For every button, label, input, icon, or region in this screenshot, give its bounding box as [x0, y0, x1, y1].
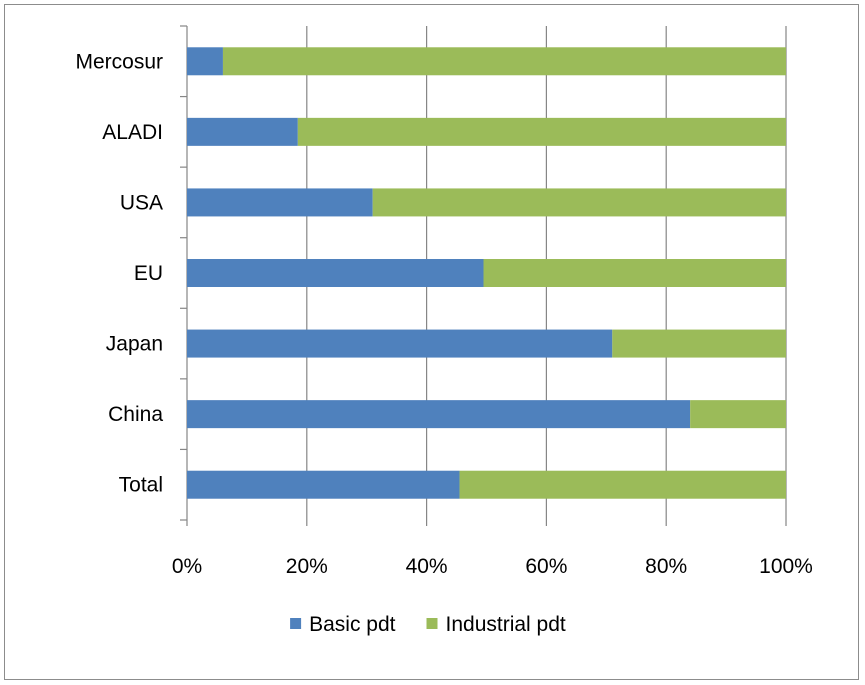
x-tick-label-20: 20% [286, 555, 328, 578]
legend-swatch-basic-pdt [290, 618, 302, 629]
category-label-mercosur: Mercosur [75, 50, 163, 73]
x-tick-label-40: 40% [406, 555, 448, 578]
legend-label-basic-pdt: Basic pdt [309, 613, 396, 636]
bar-industrial-pdt-total [459, 470, 786, 499]
bar-basic-pdt-japan [187, 329, 613, 358]
category-label-total: Total [119, 474, 163, 497]
bar-industrial-pdt-china [690, 400, 786, 429]
bar-industrial-pdt-usa [372, 188, 786, 217]
x-tick-label-0: 0% [172, 555, 202, 578]
bar-basic-pdt-china [187, 400, 691, 429]
bar-basic-pdt-mercosur [187, 47, 223, 76]
bar-basic-pdt-usa [187, 188, 373, 217]
x-tick-label-60: 60% [525, 555, 567, 578]
legend-swatch-industrial-pdt [426, 618, 438, 629]
bar-industrial-pdt-japan [612, 329, 786, 358]
bar-basic-pdt-aladi [187, 117, 298, 146]
category-label-eu: EU [134, 262, 163, 285]
bar-industrial-pdt-eu [483, 259, 786, 287]
category-label-japan: Japan [106, 333, 163, 356]
bar-basic-pdt-eu [187, 259, 484, 287]
x-tick-label-80: 80% [645, 555, 687, 578]
category-label-usa: USA [120, 191, 163, 214]
category-label-china: China [108, 403, 163, 426]
legend-label-industrial-pdt: Industrial pdt [446, 613, 566, 636]
x-tick-label-100: 100% [759, 555, 813, 578]
bar-industrial-pdt-mercosur [222, 47, 786, 76]
category-label-aladi: ALADI [102, 121, 163, 144]
bar-industrial-pdt-aladi [297, 117, 786, 146]
bar-basic-pdt-total [187, 470, 460, 499]
